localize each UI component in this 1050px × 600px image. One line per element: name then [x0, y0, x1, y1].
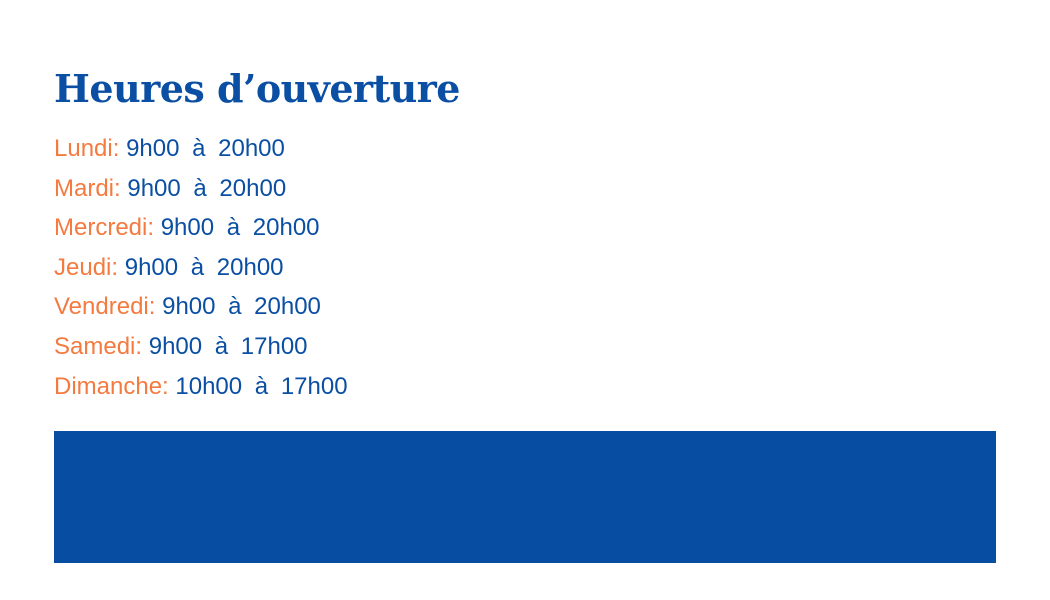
hours-row-jeudi: Jeudi: 9h00 à 20h00 — [54, 251, 348, 291]
hours-row-lundi: Lundi: 9h00 à 20h00 — [54, 132, 348, 172]
page-title: Heures d’ouverture — [54, 66, 460, 111]
time-range: 9h00 à 20h00 — [162, 293, 321, 321]
time-range: 9h00 à 20h00 — [126, 135, 285, 162]
time-range: 9h00 à 20h00 — [160, 214, 320, 242]
time-range: 9h00 à 20h00 — [127, 174, 287, 202]
hours-row-dimanche: Dimanche: 10h00 à 17h00 — [54, 370, 348, 410]
time-range: 9h00 à 20h00 — [124, 253, 284, 281]
day-label: Vendredi: — [54, 293, 156, 321]
time-range: 9h00 à 17h00 — [148, 332, 308, 360]
day-label: Jeudi: — [54, 253, 119, 281]
opening-hours-list: Lundi: 9h00 à 20h00 Mardi: 9h00 à 20h00 … — [54, 132, 348, 409]
day-label: Samedi: — [54, 332, 143, 360]
hours-row-vendredi: Vendredi: 9h00 à 20h00 — [54, 290, 348, 330]
day-label: Mercredi: — [54, 214, 155, 242]
day-label: Dimanche: — [54, 372, 169, 400]
hours-row-samedi: Samedi: 9h00 à 17h00 — [54, 330, 348, 370]
time-range: 10h00 à 17h00 — [175, 372, 348, 400]
hours-row-mardi: Mardi: 9h00 à 20h00 — [54, 172, 348, 212]
hours-row-mercredi: Mercredi: 9h00 à 20h00 — [54, 211, 348, 251]
day-label: Lundi: — [54, 135, 120, 162]
blue-banner — [54, 431, 996, 563]
day-label: Mardi: — [54, 174, 121, 202]
